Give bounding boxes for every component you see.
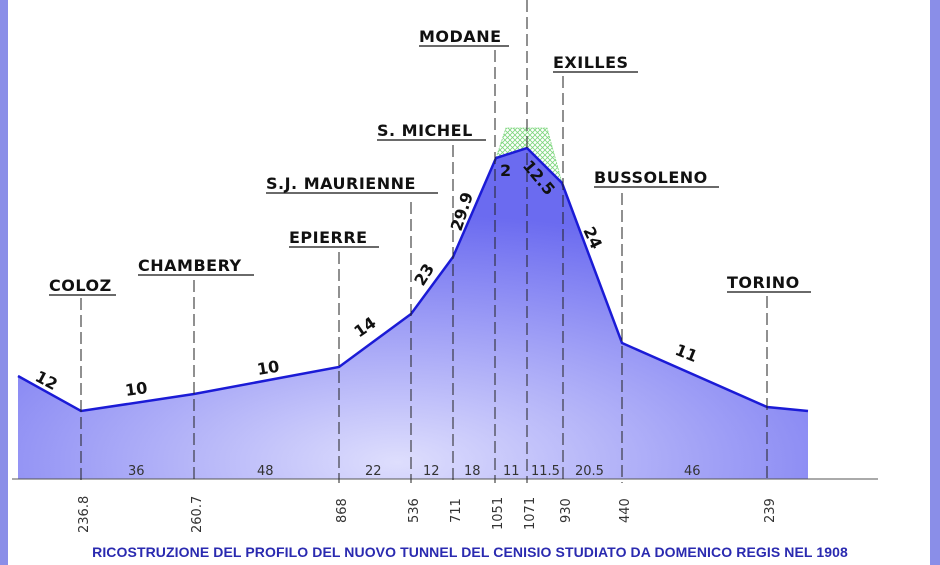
gradient-label: 14	[350, 313, 379, 341]
station-label-exilles: EXILLES	[553, 53, 629, 72]
profile-line	[17, 146, 809, 413]
altitude-label: 239	[763, 498, 778, 523]
altitude-label: 1051	[491, 497, 506, 530]
gradient-label: 10	[124, 378, 149, 400]
station-label-epierre: EPIERRE	[289, 228, 368, 247]
segment-length-label: 18	[464, 464, 481, 479]
segment-length-label: 11.5	[531, 464, 560, 479]
station-label-coloz: COLOZ	[49, 276, 112, 295]
segment-length-label: 11	[503, 464, 520, 479]
tunnel-profile-diagram: COLOZ CHAMBERY EPIERRE S.J. MAURIENNE S.…	[12, 0, 878, 533]
segment-length-label: 22	[365, 464, 382, 479]
station-label-smichel: S. MICHEL	[377, 121, 473, 140]
altitude-label: 930	[559, 498, 574, 523]
right-frame-bar	[930, 0, 940, 565]
segment-length-label: 48	[257, 464, 274, 479]
segment-length-label: 12	[423, 464, 440, 479]
gradient-label: 10	[256, 357, 281, 379]
left-frame-bar	[0, 0, 8, 565]
altitude-label: 440	[618, 498, 633, 523]
altitude-label: 711	[449, 498, 464, 523]
altitude-label: 536	[407, 498, 422, 523]
station-label-sjm: S.J. MAURIENNE	[266, 174, 416, 193]
altitude-label: 236.8	[77, 496, 92, 533]
figure-caption: RICOSTRUZIONE DEL PROFILO DEL NUOVO TUNN…	[92, 544, 848, 560]
profile-fill	[18, 148, 808, 479]
gradient-label: 2	[500, 161, 511, 180]
segment-length-label: 20.5	[575, 464, 604, 479]
station-label-bussoleno: BUSSOLENO	[594, 168, 708, 187]
station-label-chambery: CHAMBERY	[138, 256, 242, 275]
altitude-label: 1071	[523, 497, 538, 530]
altitude-label: 260.7	[190, 496, 205, 533]
segment-length-label: 36	[128, 464, 145, 479]
altitude-label: 868	[335, 498, 350, 523]
segment-length-label: 46	[684, 464, 701, 479]
gradient-label: 11	[673, 340, 701, 366]
station-label-modane: MODANE	[419, 27, 502, 46]
station-label-torino: TORINO	[727, 273, 800, 292]
